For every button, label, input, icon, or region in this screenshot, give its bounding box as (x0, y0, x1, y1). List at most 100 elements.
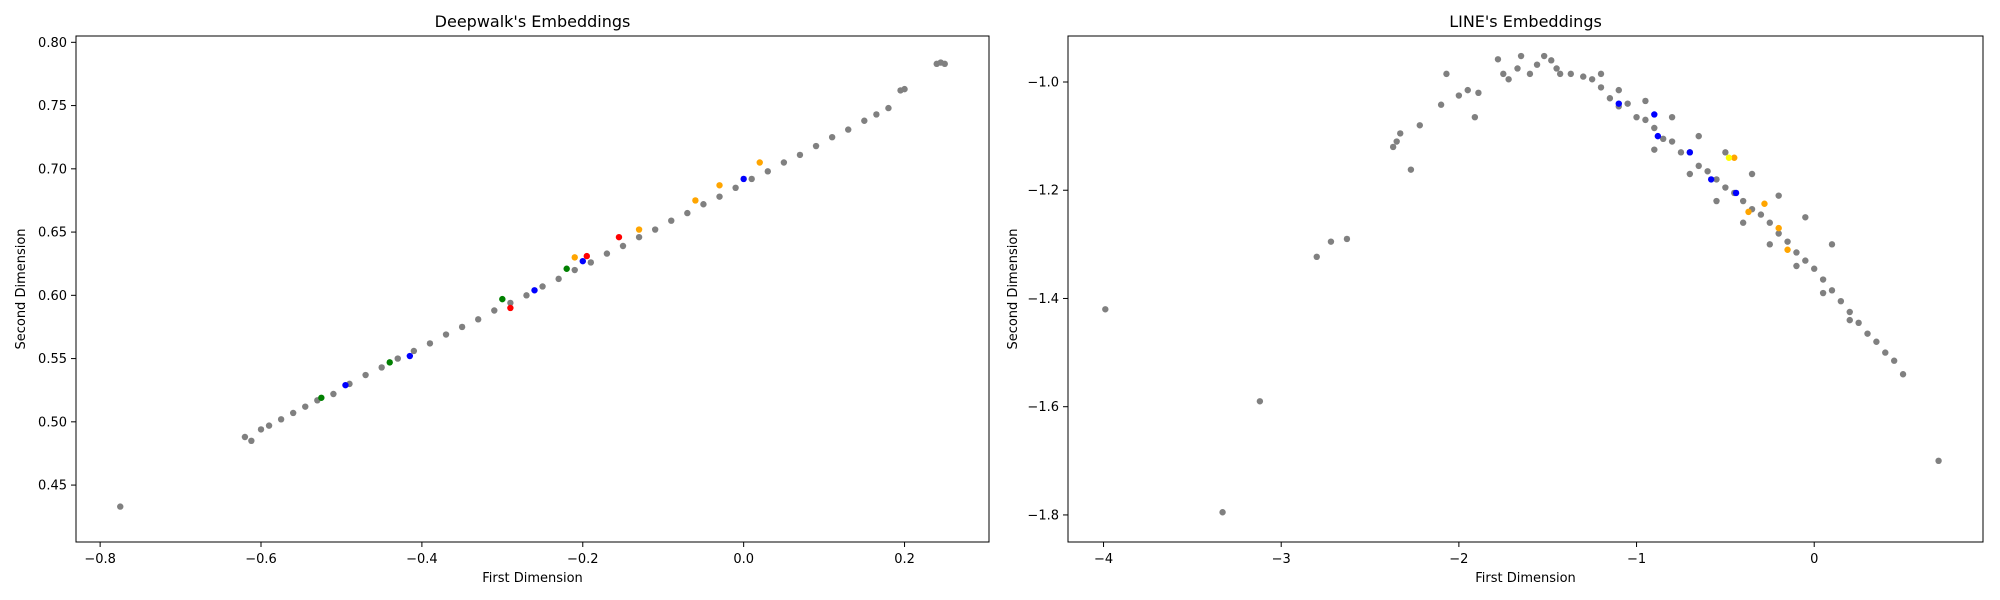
line-point (1437, 101, 1445, 108)
line-xlabel: First Dimension (1475, 571, 1576, 586)
line-point (1707, 176, 1715, 183)
deepwalk-point (330, 390, 337, 398)
deepwalk-point (265, 422, 273, 429)
deepwalk-point (716, 182, 723, 189)
deepwalk-point (615, 233, 623, 241)
line-point (1642, 97, 1649, 105)
line-point (1793, 249, 1800, 256)
deepwalk-point (901, 85, 908, 93)
line-point (1505, 76, 1512, 83)
deepwalk-point (740, 175, 747, 183)
deepwalk-point (442, 331, 450, 338)
deepwalk-point (941, 60, 948, 68)
line-point (1397, 130, 1404, 137)
deepwalk-point (410, 347, 418, 355)
deepwalk-point (635, 233, 643, 241)
line-point (1393, 138, 1400, 145)
line-point (1471, 113, 1479, 121)
line-xtick-label: −1 (1627, 552, 1646, 567)
deepwalk-point (796, 151, 804, 159)
deepwalk-point (362, 371, 369, 379)
deepwalk-point (885, 104, 892, 112)
deepwalk-ytick-label: 0.80 (38, 36, 67, 51)
deepwalk-ytick-label: 0.60 (38, 289, 67, 304)
line-point (1846, 316, 1853, 324)
line-point (1713, 197, 1720, 205)
line-point (1732, 189, 1740, 197)
line-point (1313, 253, 1320, 260)
line-xtick-label: −4 (1094, 552, 1113, 567)
deepwalk-point (651, 226, 659, 233)
line-point (1725, 154, 1733, 161)
deepwalk-point (531, 287, 538, 294)
line-point (1651, 111, 1658, 118)
line-point (1668, 113, 1676, 121)
line-xtick-label: −3 (1272, 552, 1291, 567)
deepwalk-xlabel: First Dimension (482, 571, 583, 586)
line-point (1615, 86, 1622, 94)
line-point (1219, 509, 1226, 516)
line-point (1651, 146, 1658, 153)
line-point (1686, 149, 1694, 156)
line-point (1784, 246, 1791, 253)
line-point (1567, 70, 1575, 78)
line-xtick-label: 0 (1810, 552, 1818, 567)
line-point (1766, 241, 1774, 248)
line-point (1668, 138, 1676, 145)
deepwalk-point (426, 340, 434, 347)
deepwalk-ytick-label: 0.75 (38, 99, 67, 114)
line-point (1102, 306, 1109, 313)
line-point (1695, 132, 1702, 140)
deepwalk-point (845, 126, 852, 133)
line-point (1517, 52, 1525, 60)
line-point (1775, 224, 1782, 232)
deepwalk-point (780, 159, 788, 166)
deepwalk-point (523, 292, 530, 299)
line-point (1739, 219, 1747, 226)
line-point (1739, 197, 1747, 205)
deepwalk-point (828, 134, 836, 141)
deepwalk-point (700, 201, 707, 208)
line-ytick-label: −1.0 (1027, 76, 1059, 91)
deepwalk-point (563, 265, 570, 272)
line-point (1624, 100, 1631, 107)
line-axes-frame (1067, 35, 1984, 543)
deepwalk-point (386, 359, 393, 366)
line-point (1514, 65, 1521, 72)
line-point (1686, 170, 1694, 178)
deepwalk-ytick-label: 0.65 (38, 226, 67, 241)
deepwalk-point (117, 503, 124, 510)
line-point (1475, 89, 1482, 97)
line-point (1837, 297, 1845, 305)
line-point (1654, 132, 1662, 140)
line-xtick-label: −2 (1449, 552, 1468, 567)
line-ytick-label: −1.4 (1027, 292, 1059, 307)
line-point (1819, 289, 1827, 297)
line-point (1533, 61, 1541, 68)
deepwalk-point (507, 299, 514, 307)
deepwalk-point (555, 275, 562, 283)
deepwalk-ylabel: Second Dimension (14, 228, 29, 349)
deepwalk-point (277, 416, 285, 423)
line-point (1761, 200, 1768, 207)
line-ytick-label: −1.8 (1027, 508, 1059, 523)
deepwalk-axes-frame (75, 35, 990, 543)
deepwalk-point (318, 394, 325, 401)
line-point (1793, 262, 1800, 270)
line-point (1890, 357, 1898, 364)
deepwalk-ytick-label: 0.45 (38, 479, 67, 494)
line-point (1819, 276, 1827, 283)
line-point (1677, 149, 1685, 156)
line-point (1407, 166, 1415, 173)
line-point (1389, 143, 1397, 151)
line-point (1651, 124, 1658, 132)
line-point (1704, 168, 1711, 175)
deepwalk-point (684, 209, 691, 217)
deepwalk-subplot: −0.8 −0.6 −0.4 −0.2 0.0 0.2 0.45 0.50 0.55 0.60 0.… (14, 12, 990, 586)
line-point (1935, 457, 1942, 465)
line-point (1802, 257, 1809, 264)
deepwalk-point (692, 197, 699, 204)
deepwalk-point (587, 259, 595, 266)
line-point (1548, 57, 1555, 64)
